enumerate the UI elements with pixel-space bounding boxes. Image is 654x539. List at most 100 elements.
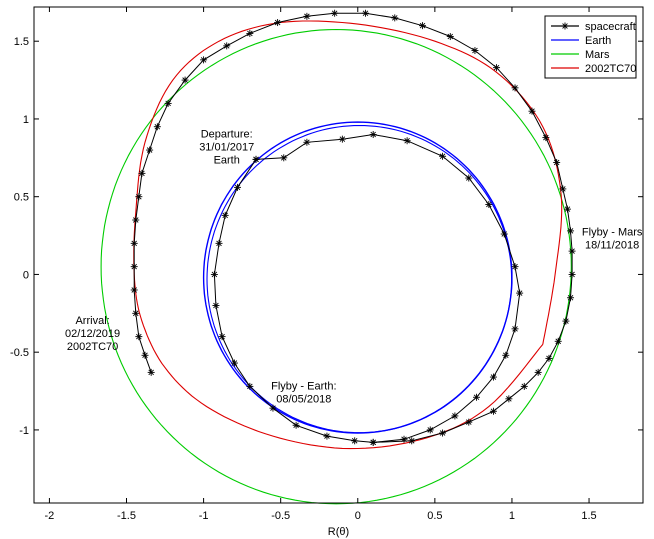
spacecraft-marker: [212, 302, 220, 310]
y-axis: -1 -0.5 0 0.5 1 1.5: [10, 36, 643, 437]
spacecraft-marker: [181, 76, 189, 84]
spacecraft-marker: [439, 429, 447, 437]
spacecraft-marker: [446, 33, 454, 41]
spacecraft-marker: [230, 359, 238, 367]
spacecraft-marker: [553, 158, 561, 166]
x-tick-label: 1.5: [581, 510, 596, 522]
spacecraft-marker: [274, 19, 282, 27]
spacecraft-marker: [511, 84, 519, 92]
spacecraft-marker: [200, 56, 208, 64]
x-tick-label: -0.5: [271, 510, 290, 522]
x-tick-label: 0: [355, 510, 361, 522]
spacecraft-marker: [528, 107, 536, 115]
spacecraft-marker: [451, 412, 459, 420]
spacecraft-marker: [361, 9, 369, 17]
spacecraft-marker: [135, 333, 143, 341]
annotation-line: 18/11/2018: [585, 240, 639, 252]
x-tick-label: -1: [199, 510, 209, 522]
spacecraft-marker: [534, 368, 542, 376]
spacecraft-marker: [439, 152, 447, 160]
spacecraft-marker: [465, 418, 473, 426]
spacecraft-marker: [465, 174, 473, 182]
spacecraft-marker: [568, 270, 576, 278]
spacecraft-marker: [141, 351, 149, 359]
spacecraft-marker: [146, 146, 154, 154]
spacecraft-marker: [493, 64, 501, 72]
series-spacecraft-line-earth-leg: [255, 133, 521, 443]
spacecraft-marker: [471, 47, 479, 55]
spacecraft-marker: [369, 438, 377, 446]
spacecraft-marker: [391, 14, 399, 22]
spacecraft-marker: [223, 42, 231, 50]
spacecraft-marker: [563, 205, 571, 213]
spacecraft-marker: [210, 270, 218, 278]
y-tick-label: -0.5: [10, 347, 29, 359]
annotation-line: Arrival:: [75, 315, 109, 327]
spacecraft-marker: [130, 286, 138, 294]
legend-label: Mars: [585, 49, 610, 61]
spacecraft-marker: [246, 29, 254, 37]
annotation-line: Earth: [214, 155, 240, 167]
spacecraft-marker: [559, 185, 567, 193]
spacecraft-marker: [545, 354, 553, 362]
spacecraft-marker: [138, 169, 146, 177]
spacecraft-marker: [511, 263, 519, 271]
spacecraft-marker: [164, 99, 172, 107]
spacecraft-marker: [485, 200, 493, 208]
spacecraft-marker: [419, 22, 427, 30]
spacecraft-marker: [252, 155, 260, 163]
legend-label: 2002TC70: [585, 63, 636, 75]
annotation-line: Flyby - Earth:: [271, 380, 336, 392]
x-tick-label: 0.5: [427, 510, 442, 522]
spacecraft-marker: [369, 130, 377, 138]
spacecraft-marker: [426, 426, 434, 434]
legend-label: Earth: [585, 35, 611, 47]
annotation-line: 31/01/2017: [199, 142, 254, 154]
spacecraft-marker: [403, 137, 411, 145]
y-tick-label: 1: [23, 114, 29, 126]
spacecraft-marker: [511, 325, 519, 333]
spacecraft-marker: [567, 294, 575, 302]
spacecraft-marker: [567, 227, 575, 235]
spacecraft-marker: [130, 239, 138, 247]
spacecraft-marker: [489, 373, 497, 381]
spacecraft-marker: [516, 289, 524, 297]
annotation-line: Flyby - Mars: [582, 227, 643, 239]
annotation-line: Departure:: [201, 129, 253, 141]
x-axis-label: R(θ): [328, 526, 349, 538]
legend: spacecraft Earth Mars 2002TC70: [544, 15, 637, 79]
spacecraft-marker: [246, 382, 254, 390]
spacecraft-marker: [303, 12, 311, 20]
spacecraft-marker: [269, 404, 277, 412]
spacecraft-marker: [153, 123, 161, 131]
legend-label: spacecraft: [585, 21, 636, 33]
spacecraft-marker: [400, 435, 408, 443]
spacecraft-marker: [562, 317, 570, 325]
y-tick-label: 0: [23, 269, 29, 281]
spacecraft-marker: [323, 432, 331, 440]
x-tick-label: -2: [45, 510, 55, 522]
spacecraft-marker: [568, 247, 576, 255]
spacecraft-marker: [520, 382, 528, 390]
spacecraft-marker: [331, 9, 339, 17]
y-tick-label: -1: [19, 425, 29, 437]
spacecraft-marker: [215, 239, 223, 247]
y-tick-label: 1.5: [14, 36, 29, 48]
spacecraft-marker: [218, 333, 226, 341]
spacecraft-markers: [130, 9, 576, 446]
spacecraft-marker: [472, 393, 480, 401]
spacecraft-marker: [303, 138, 311, 146]
spacecraft-marker: [502, 351, 510, 359]
annotation-line: 08/05/2018: [276, 393, 331, 405]
spacecraft-marker: [292, 421, 300, 429]
y-tick-label: 0.5: [14, 192, 29, 204]
series-earth-line-2: [206, 124, 513, 434]
spacecraft-marker: [221, 211, 229, 219]
series-mars-line: [100, 28, 572, 505]
spacecraft-marker: [351, 437, 359, 445]
spacecraft-marker: [500, 230, 508, 238]
